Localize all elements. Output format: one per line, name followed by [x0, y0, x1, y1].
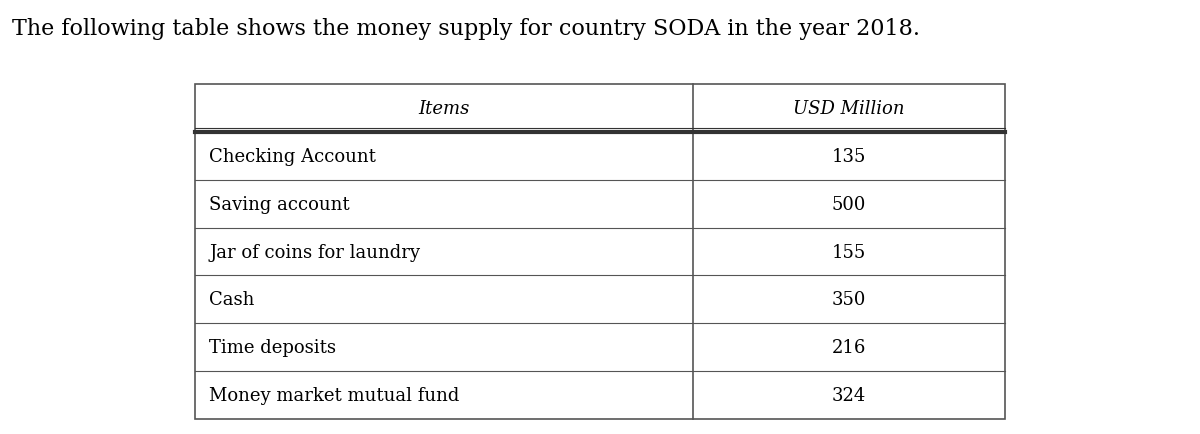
Text: 500: 500: [832, 195, 866, 213]
Text: The following table shows the money supply for country SODA in the year 2018.: The following table shows the money supp…: [12, 18, 920, 40]
Text: 155: 155: [832, 243, 866, 261]
Text: USD Million: USD Million: [793, 100, 905, 118]
Text: Checking Account: Checking Account: [210, 148, 377, 165]
Text: 350: 350: [832, 291, 866, 309]
Text: Cash: Cash: [210, 291, 254, 309]
Text: Time deposits: Time deposits: [210, 339, 336, 356]
Text: 135: 135: [832, 148, 866, 165]
Text: Money market mutual fund: Money market mutual fund: [210, 386, 460, 404]
Text: Saving account: Saving account: [210, 195, 350, 213]
Text: Items: Items: [419, 100, 469, 118]
Text: Jar of coins for laundry: Jar of coins for laundry: [210, 243, 420, 261]
Text: 324: 324: [832, 386, 866, 404]
Text: 216: 216: [832, 339, 866, 356]
